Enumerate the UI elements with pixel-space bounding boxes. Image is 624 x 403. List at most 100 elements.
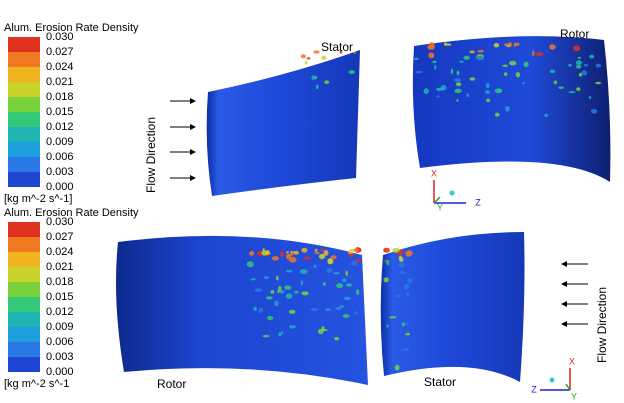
legend-tick-label: 0.015 xyxy=(46,291,74,303)
flow-label: Flow Direction xyxy=(595,287,609,363)
erosion-spot xyxy=(313,264,317,269)
erosion-spot xyxy=(324,80,330,84)
erosion-spot xyxy=(509,60,517,66)
erosion-spot xyxy=(343,296,351,301)
erosion-spot xyxy=(394,364,400,371)
erosion-spot xyxy=(405,292,410,297)
legend-title: Alum. Erosion Rate Density xyxy=(4,207,139,219)
erosion-spot xyxy=(494,88,503,94)
erosion-spot xyxy=(389,316,397,319)
erosion-spot xyxy=(522,82,525,85)
legend-tick-label: 0.012 xyxy=(46,121,74,133)
erosion-spot xyxy=(301,291,309,296)
rotor-label: Rotor xyxy=(560,27,589,41)
erosion-spot xyxy=(383,247,391,253)
legend-tick-label: 0.024 xyxy=(46,61,74,73)
legend-tick-label: 0.030 xyxy=(46,216,74,228)
erosion-spot xyxy=(558,86,564,89)
erosion-spot xyxy=(301,247,308,253)
erosion-spot xyxy=(535,52,544,56)
legend-tick-label: 0.012 xyxy=(46,306,74,318)
erosion-spots xyxy=(246,42,602,371)
erosion-spot xyxy=(477,50,485,53)
erosion-spot xyxy=(288,256,297,263)
legend-swatch xyxy=(8,127,40,142)
erosion-spot xyxy=(395,294,401,298)
erosion-spot xyxy=(583,63,589,67)
legend-swatch xyxy=(8,252,40,267)
legend-tick-label: 0.027 xyxy=(46,231,74,243)
erosion-spot xyxy=(398,270,406,274)
legend-tick-label: 0.009 xyxy=(46,136,74,148)
erosion-spot xyxy=(330,255,337,260)
erosion-spot xyxy=(311,75,315,80)
erosion-spot xyxy=(504,72,508,76)
legend-tick-label: 0.018 xyxy=(46,276,74,288)
erosion-spot xyxy=(405,332,410,336)
legend-tick-label: 0.021 xyxy=(46,76,74,88)
stator-label: Stator xyxy=(321,40,353,54)
erosion-spot xyxy=(285,293,293,299)
erosion-spot xyxy=(290,250,294,253)
erosion-spot xyxy=(288,309,296,314)
erosion-spot xyxy=(280,331,284,335)
erosion-spot xyxy=(515,42,520,46)
erosion-spot xyxy=(279,290,285,294)
axis-label: Y xyxy=(571,391,577,401)
erosion-spot xyxy=(398,262,405,268)
legend-swatch xyxy=(8,157,40,172)
legend-swatch xyxy=(8,67,40,82)
erosion-spot xyxy=(504,106,510,112)
legend-tick-label: 0.003 xyxy=(46,351,74,363)
legend-swatch xyxy=(8,142,40,157)
erosion-spot xyxy=(577,56,581,59)
legend-swatch xyxy=(8,342,40,357)
erosion-spot xyxy=(456,99,459,102)
erosion-spot xyxy=(314,248,318,252)
rotor-label: Rotor xyxy=(157,377,186,391)
erosion-spot xyxy=(271,256,279,261)
legend-title: Alum. Erosion Rate Density xyxy=(4,22,139,34)
erosion-spot xyxy=(435,87,444,91)
erosion-spot xyxy=(494,112,500,117)
erosion-spot xyxy=(469,50,475,54)
erosion-spot xyxy=(454,88,462,94)
erosion-spot xyxy=(286,253,291,260)
erosion-spot xyxy=(326,268,333,273)
legend-tick-label: 0.006 xyxy=(46,151,74,163)
erosion-spot xyxy=(327,258,333,265)
erosion-spot xyxy=(385,259,390,266)
legend-swatch xyxy=(8,37,40,52)
erosion-spot xyxy=(303,256,311,260)
legend-swatch xyxy=(8,52,40,67)
erosion-spot xyxy=(306,57,311,60)
erosion-spot xyxy=(264,252,271,255)
erosion-spot xyxy=(581,70,588,76)
erosion-spot xyxy=(310,307,318,311)
erosion-spot xyxy=(353,51,356,55)
erosion-spot xyxy=(354,259,362,263)
erosion-spot xyxy=(455,82,462,87)
erosion-spot xyxy=(322,282,327,286)
erosion-spot xyxy=(341,278,347,283)
erosion-spot xyxy=(285,251,289,254)
axis-label: Z xyxy=(531,384,537,394)
erosion-spot xyxy=(502,64,508,68)
erosion-spot xyxy=(423,88,429,94)
erosion-spot xyxy=(262,248,265,253)
erosion-spot xyxy=(405,250,413,257)
erosion-spot xyxy=(249,250,255,256)
erosion-spot xyxy=(339,50,343,54)
erosion-spot xyxy=(399,257,404,263)
erosion-spot xyxy=(317,328,324,335)
legend-units: [kg m^-2 s^-1] xyxy=(4,193,72,205)
erosion-spot xyxy=(314,251,320,255)
legend-units: [kg m^-2 s^-1 xyxy=(4,378,69,390)
legend-swatch xyxy=(8,97,40,112)
legend-swatch xyxy=(8,327,40,342)
erosion-spot xyxy=(383,277,389,283)
erosion-spot xyxy=(407,278,413,284)
erosion-spot xyxy=(348,70,355,74)
erosion-spot xyxy=(335,307,342,310)
legend-tick-label: 0.003 xyxy=(46,166,74,178)
